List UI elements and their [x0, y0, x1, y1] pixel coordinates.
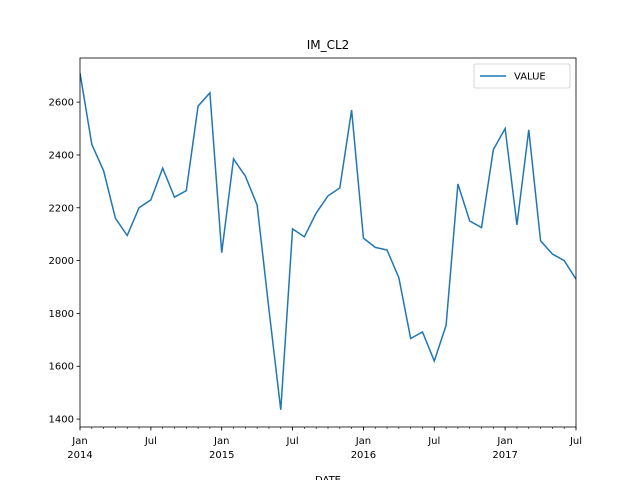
axes-frame	[79, 57, 577, 428]
y-tick-label: 2200	[49, 203, 74, 214]
x-tick-label: Jan 2015	[209, 436, 234, 461]
x-tick-label: Jan 2014	[67, 436, 92, 461]
line	[80, 72, 576, 410]
x-tick-label: Jul	[144, 436, 157, 447]
x-tick-label: Jul	[286, 436, 299, 447]
y-tick-label: 2000	[49, 256, 74, 267]
legend-box	[473, 63, 571, 89]
y-tick-label: 1400	[49, 415, 74, 426]
x-tick-label: Jul	[427, 436, 440, 447]
x-tick-label: Jan 2017	[492, 436, 517, 461]
chart-title: IM_CL2	[307, 38, 350, 52]
plot	[80, 72, 576, 410]
legend-label: VALUE	[514, 72, 546, 83]
y-tick-label: 1800	[49, 309, 74, 320]
y-tick-label: 2400	[49, 150, 74, 161]
x-axis-label: DATE	[315, 475, 341, 480]
x-tick-label: Jul	[569, 436, 582, 447]
x-tick-label: Jan 2016	[351, 436, 376, 461]
y-tick-label: 1600	[49, 362, 74, 373]
y-tick-label: 2600	[49, 98, 74, 109]
